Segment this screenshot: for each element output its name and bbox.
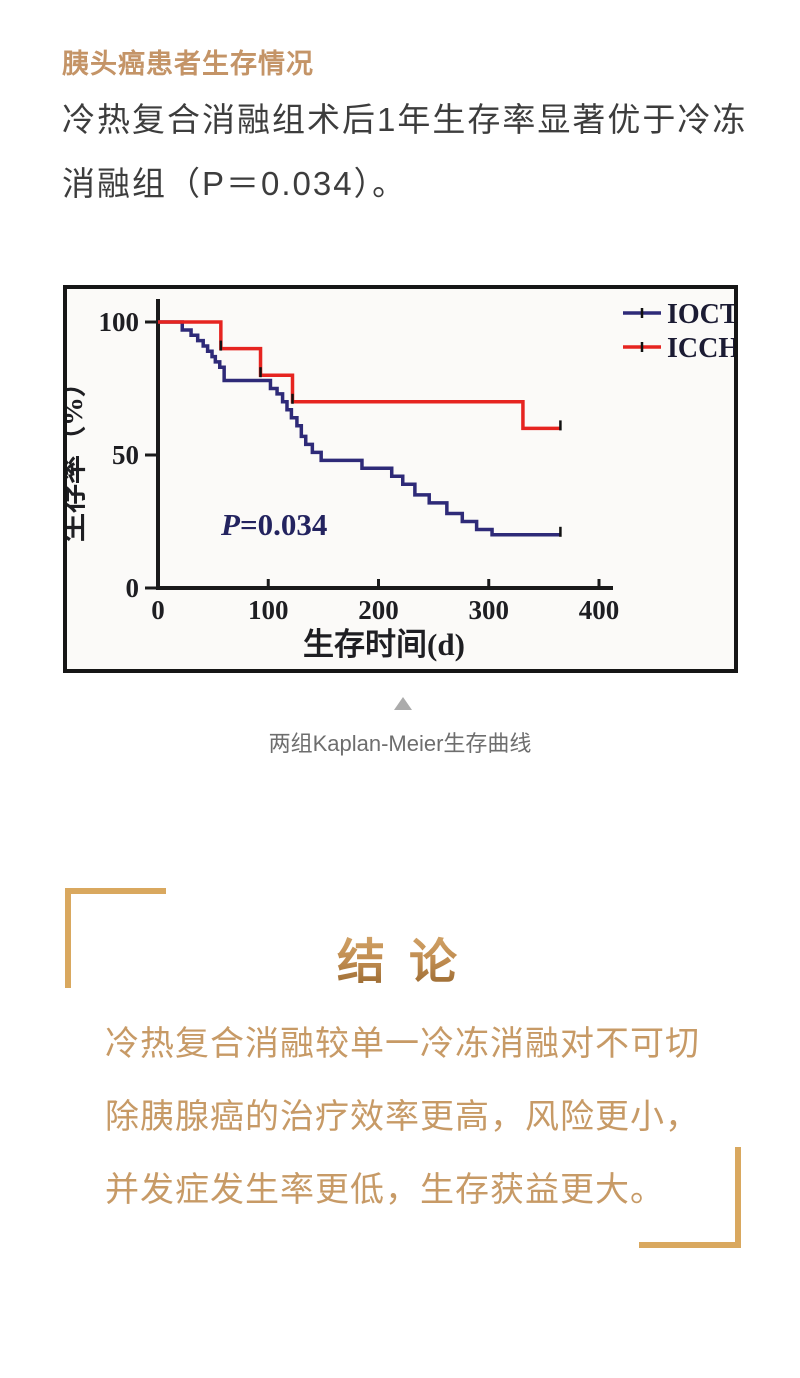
- km-survival-chart: 0 50 100 0 100 200 300 400 生存时间(d) 生存率（%） IOCT ICCH…: [63, 285, 738, 673]
- svg-text:200: 200: [358, 595, 399, 625]
- svg-text:50: 50: [112, 440, 139, 470]
- svg-text:IOCT: IOCT: [667, 299, 734, 330]
- section-heading: 胰头癌患者生存情况: [62, 49, 314, 79]
- conclusion-line: 并发症发生率更低，生存获益更大。: [105, 1171, 665, 1209]
- intro-paragraph: 冷热复合消融组术后1年生存率显著优于冷冻 消融组（P＝0.034）。: [62, 88, 754, 216]
- conclusion-line: 除胰腺癌的治疗效率更高，风险更小，: [105, 1098, 700, 1136]
- svg-text:300: 300: [469, 595, 510, 625]
- svg-text:100: 100: [99, 307, 140, 337]
- conclusion-body: 冷热复合消融较单一冷冻消融对不可切 除胰腺癌的治疗效率更高，风险更小， 并发症发…: [105, 1008, 750, 1227]
- corner-bracket-top-left-icon: [65, 888, 166, 988]
- svg-text:100: 100: [248, 595, 289, 625]
- corner-bracket-bottom-right-icon: [639, 1147, 741, 1248]
- svg-text:生存率（%）: 生存率（%）: [67, 368, 89, 542]
- svg-text:P=0.034: P=0.034: [220, 507, 327, 542]
- intro-line: 冷热复合消融组术后1年生存率显著优于冷冻: [62, 101, 748, 138]
- svg-text:400: 400: [579, 595, 620, 625]
- collapse-triangle-icon: [394, 697, 412, 710]
- km-chart-canvas: 0 50 100 0 100 200 300 400 生存时间(d) 生存率（%） IOCTICCH…: [67, 299, 734, 662]
- conclusion-line: 冷热复合消融较单一冷冻消融对不可切: [105, 1025, 700, 1063]
- figure-caption: 两组Kaplan-Meier生存曲线: [268, 731, 532, 756]
- svg-text:0: 0: [151, 595, 165, 625]
- svg-text:0: 0: [126, 573, 140, 603]
- svg-text:生存时间(d): 生存时间(d): [303, 627, 465, 662]
- intro-line: 消融组（P＝0.034）。: [62, 165, 408, 202]
- conclusion-title: 结 论: [0, 922, 800, 992]
- svg-text:ICCH: ICCH: [667, 333, 734, 364]
